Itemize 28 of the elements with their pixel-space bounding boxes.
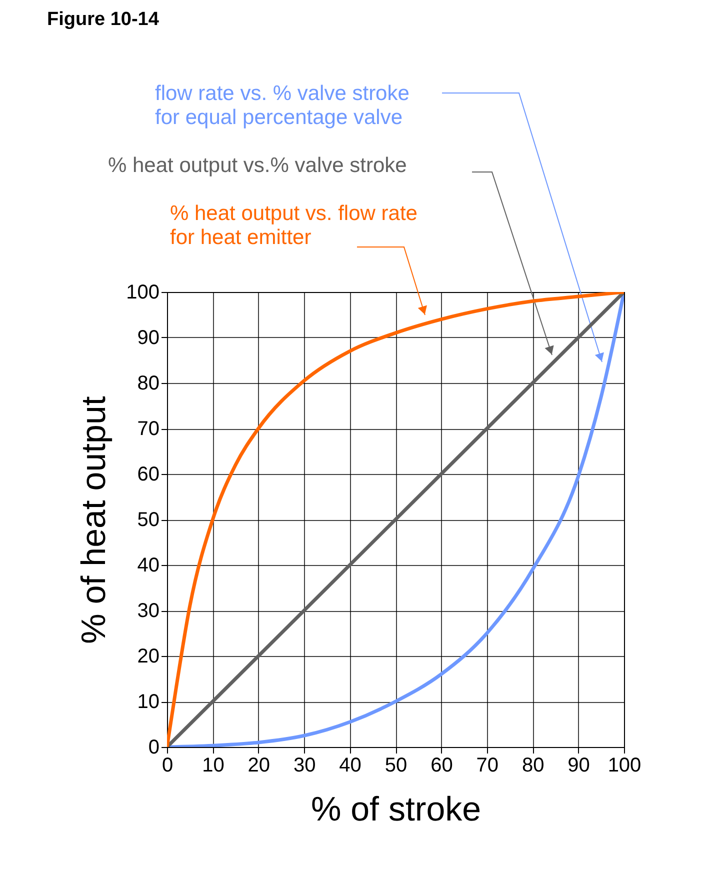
text: flow rate vs. % valve stroke for equal percentage valve (155, 82, 410, 129)
x-tick-label: 10 (202, 754, 224, 776)
x-tick-label: 20 (248, 754, 270, 776)
x-tick-label: 90 (568, 754, 590, 776)
x-tick-label: 80 (522, 754, 544, 776)
x-tick-label: 70 (476, 754, 499, 776)
text: % heat output vs.% valve stroke (108, 154, 407, 177)
x-tick-label: 0 (162, 754, 174, 776)
y-tick-label: 20 (137, 646, 160, 668)
x-tick-label: 60 (430, 754, 453, 776)
x-tick-label: 50 (384, 754, 408, 776)
text: % heat output vs. flow rate for heat emitter (170, 202, 418, 249)
y-tick-label: 10 (137, 691, 160, 713)
y-tick-label: 30 (137, 600, 160, 622)
x-tick-label: 40 (339, 754, 362, 776)
x-axis-title: % of stroke (310, 790, 482, 828)
y-axis-title: % of heat output (75, 396, 114, 644)
y-tick-label: 80 (137, 372, 160, 394)
x-tick-label: 30 (293, 754, 316, 776)
y-tick-label: 100 (126, 282, 160, 304)
y-tick-label: 40 (137, 554, 160, 576)
y-tick-label: 90 (137, 327, 160, 349)
x-tick-label: 100 (608, 754, 642, 776)
y-tick-label: 50 (137, 509, 160, 531)
y-tick-label: 0 (148, 736, 160, 758)
y-tick-label: 70 (137, 418, 160, 440)
y-tick-label: 60 (137, 464, 160, 486)
chart-title: Figure 10-14 (47, 9, 160, 30)
